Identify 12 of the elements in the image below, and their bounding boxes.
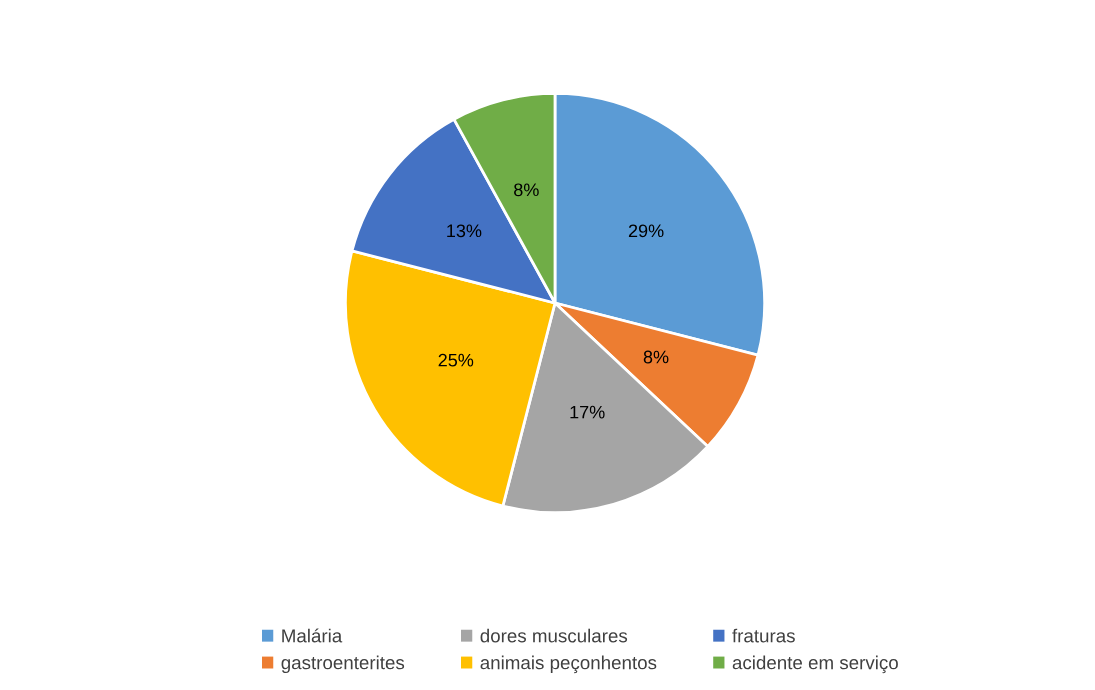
legend-label: animais peçonhentos	[480, 655, 657, 674]
legend-label: dores musculares	[480, 628, 628, 643]
data-label: 13%	[447, 224, 482, 238]
data-label: 17%	[570, 405, 605, 419]
data-label: 29%	[628, 224, 664, 238]
legend-label: acidente em serviço	[732, 655, 898, 674]
legend-label: gastroenterites	[281, 655, 405, 674]
data-label: 25%	[438, 353, 474, 367]
data-label: 8%	[514, 183, 539, 197]
legend-label: fraturas	[732, 628, 795, 643]
data-label: 8%	[643, 350, 669, 364]
legend-label: Malária	[282, 628, 343, 643]
